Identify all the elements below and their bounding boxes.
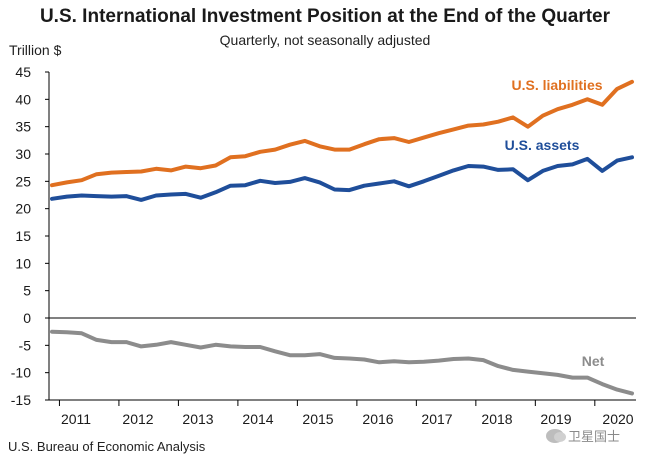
source-note: U.S. Bureau of Economic Analysis (8, 439, 206, 454)
y-tick-labels: 45 40 35 30 25 20 15 10 5 0 -5 -10 -15 (11, 64, 49, 408)
watermark-text: 卫星国士 (568, 429, 621, 444)
y-tick-label: 45 (15, 64, 31, 80)
y-tick-label: 25 (15, 173, 31, 189)
x-tick-label: 2015 (302, 411, 333, 427)
x-tick-label: 2016 (362, 411, 393, 427)
y-tick-label: 15 (15, 228, 31, 244)
y-tick-label: 40 (15, 91, 31, 107)
series-labels: U.S. liabilities U.S. assets Net (505, 77, 605, 369)
x-tick-label: 2020 (602, 411, 633, 427)
y-tick-label: -5 (19, 337, 32, 353)
y-tick-label: -10 (11, 365, 31, 381)
x-tick-label: 2019 (540, 411, 571, 427)
series-line-u-s-liabilities (50, 79, 634, 188)
y-tick-label: 30 (15, 146, 31, 162)
y-tick-label: 5 (23, 283, 31, 299)
wechat-icon (546, 428, 566, 443)
y-tick-label: 35 (15, 119, 31, 135)
series-line-net (50, 329, 634, 396)
x-tick-label: 2014 (242, 411, 273, 427)
x-tick-label: 2012 (122, 411, 153, 427)
chart-title: U.S. International Investment Position a… (39, 6, 611, 27)
y-tick-label: 10 (15, 255, 31, 271)
axes (48, 72, 636, 401)
chart-subtitle: Quarterly, not seasonally adjusted (219, 32, 431, 48)
y-tick-label: 20 (15, 201, 31, 217)
series-lines (50, 79, 634, 396)
series-label: U.S. liabilities (511, 77, 602, 93)
x-tick-label: 2011 (61, 411, 91, 427)
x-tick-label: 2017 (421, 411, 452, 427)
y-tick-label: -15 (11, 392, 31, 408)
x-tick-labels: 2011 2012 2013 2014 2015 2016 2017 2018 2019 2020 (58, 400, 634, 427)
series-line-u-s-assets (50, 155, 634, 202)
series-label: U.S. assets (505, 137, 580, 153)
y-tick-label: 0 (23, 310, 31, 326)
x-tick-label: 2018 (481, 411, 512, 427)
x-tick-label: 2013 (182, 411, 213, 427)
y-axis-label: Trillion $ (9, 42, 62, 58)
series-label: Net (582, 353, 605, 369)
watermark: 卫星国士 (546, 426, 620, 445)
